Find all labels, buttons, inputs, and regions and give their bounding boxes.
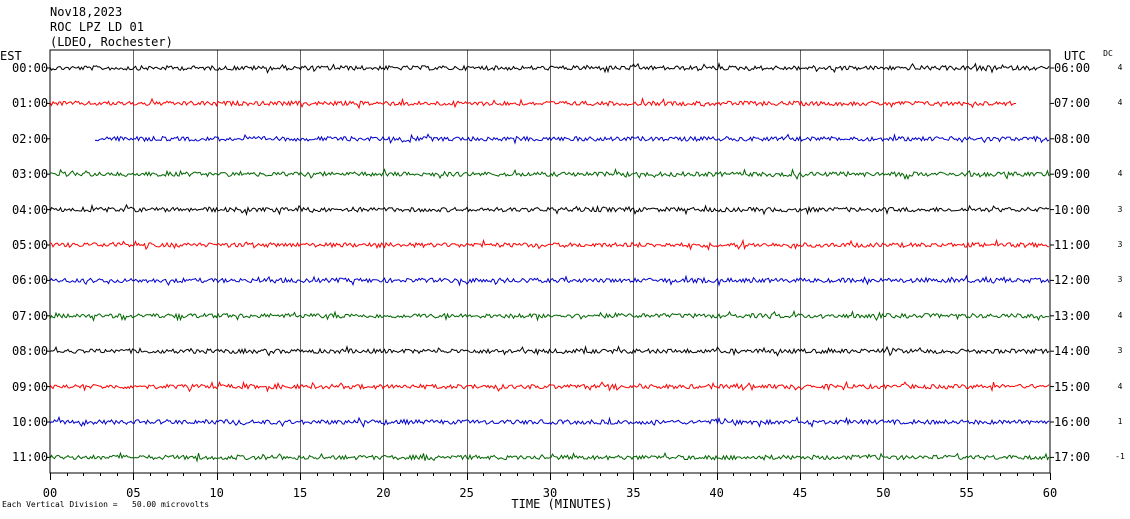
utc-label: 12:00 <box>1054 273 1091 288</box>
utc-axis-title: UTC <box>1064 49 1086 63</box>
est-label: 00:00 <box>12 61 49 75</box>
dc-value: 1 <box>1117 417 1123 426</box>
est-label: 03:00 <box>12 167 49 182</box>
x-tick-label: 05 <box>126 486 141 500</box>
dc-value: -1 <box>1115 452 1125 462</box>
est-label: 08:00 <box>12 344 49 359</box>
x-tick-label: 30 <box>542 486 558 500</box>
x-tick-label: 15 <box>292 486 308 500</box>
utc-label: 06:00 <box>1054 61 1091 75</box>
dc-value: 3 <box>1117 346 1123 356</box>
est-axis-title: EST <box>0 49 22 63</box>
dc-value: 4 <box>1117 169 1123 179</box>
utc-label: 10:00 <box>1054 202 1091 217</box>
trace-0800 <box>49 345 1050 357</box>
dc-value: 4 <box>1117 63 1123 72</box>
x-tick-label: 10 <box>209 486 224 500</box>
est-label: 09:00 <box>12 379 49 394</box>
est-label: 10:00 <box>12 415 49 429</box>
trace-0200 <box>94 133 1050 145</box>
utc-label: 11:00 <box>1054 238 1091 252</box>
dc-value: 4 <box>1117 381 1123 391</box>
trace-1000 <box>49 415 1050 429</box>
trace-0900 <box>49 380 1050 393</box>
est-label: 02:00 <box>12 131 49 146</box>
utc-label: 16:00 <box>1054 415 1091 429</box>
trace-0100 <box>49 96 1016 110</box>
station-code: ROC LPZ LD 01 <box>50 20 144 34</box>
utc-label: 09:00 <box>1054 167 1091 182</box>
trace-0700 <box>49 309 1050 323</box>
est-label: 06:00 <box>12 273 49 288</box>
x-tick-label: 50 <box>876 486 891 500</box>
plot-frame <box>49 49 1051 474</box>
dc-value: 3 <box>1117 204 1123 214</box>
scale-footnote: Each Vertical Division = 50.00 microvolt… <box>2 500 210 509</box>
dc-value: 4 <box>1117 98 1123 108</box>
utc-label: 07:00 <box>1054 96 1091 111</box>
trace-0000 <box>49 61 1050 75</box>
dc-value: 4 <box>1117 310 1123 320</box>
est-label: 04:00 <box>12 202 49 217</box>
plot-date: Nov18,2023 <box>50 5 123 19</box>
trace-0500 <box>49 238 1050 252</box>
utc-label: 15:00 <box>1054 379 1091 394</box>
est-label: 01:00 <box>12 96 49 111</box>
x-tick-label: 00 <box>42 486 58 500</box>
x-tick-label: 35 <box>626 486 641 500</box>
trace-0400 <box>49 203 1050 217</box>
x-axis-title: TIME (MINUTES) <box>511 497 613 511</box>
utc-label: 14:00 <box>1054 344 1091 359</box>
dc-value: 3 <box>1117 240 1123 249</box>
trace-0300 <box>50 167 1050 181</box>
x-tick-label: 60 <box>1042 486 1058 500</box>
x-tick-label: 40 <box>709 486 724 500</box>
dc-axis-title: DC <box>1103 49 1113 58</box>
utc-label: 13:00 <box>1054 308 1091 323</box>
x-tick-label: 55 <box>959 486 974 500</box>
utc-label: 17:00 <box>1054 450 1091 465</box>
network-name: (LDEO, Rochester) <box>50 35 173 49</box>
x-tick-label: 25 <box>459 486 474 500</box>
est-label: 07:00 <box>12 308 49 323</box>
trace-0600 <box>49 274 1050 287</box>
utc-label: 08:00 <box>1054 131 1091 146</box>
x-tick-label: 20 <box>376 486 391 500</box>
dc-value: 3 <box>1117 275 1123 285</box>
est-label: 11:00 <box>12 450 49 465</box>
est-label: 05:00 <box>12 238 49 252</box>
x-tick-label: 45 <box>792 486 808 500</box>
trace-1100 <box>49 451 1050 463</box>
